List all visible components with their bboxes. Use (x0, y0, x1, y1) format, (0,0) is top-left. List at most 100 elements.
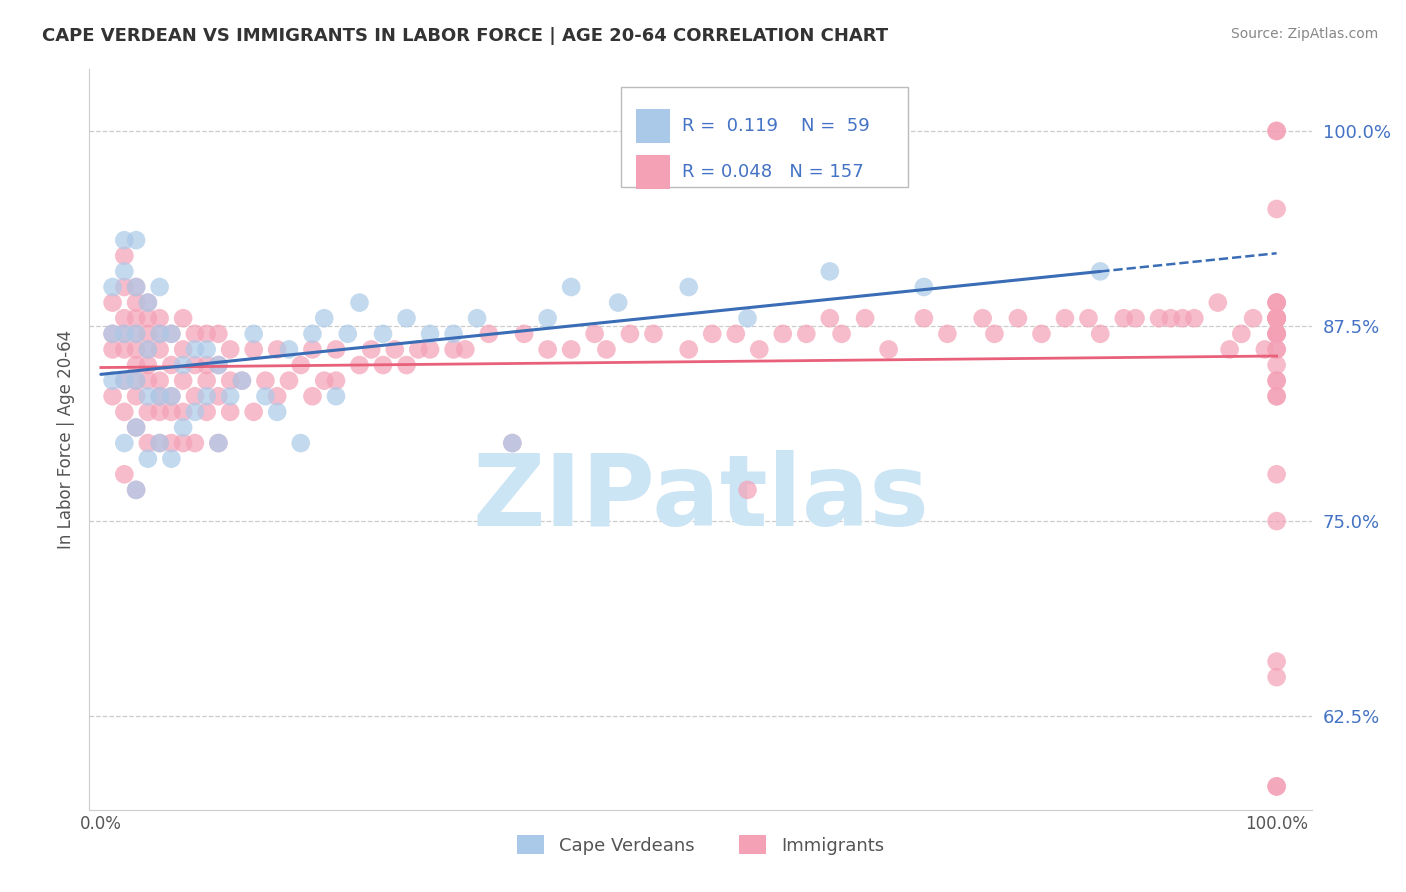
Point (454, 343, 477, 357)
Point (371, 358, 394, 372)
Point (936, 326, 959, 341)
Point (125, 326, 148, 341)
Point (619, 326, 641, 341)
Point (136, 343, 159, 357)
Point (125, 420, 148, 434)
Point (1112, 311, 1135, 326)
Point (160, 436, 183, 450)
Point (207, 358, 229, 372)
Point (1265, 655, 1288, 669)
Point (149, 343, 172, 357)
Point (125, 295, 148, 310)
Bar (636, 155, 669, 188)
Point (219, 374, 242, 388)
Point (219, 343, 242, 357)
Point (149, 436, 172, 450)
Point (278, 343, 301, 357)
Point (408, 343, 430, 357)
Point (160, 451, 183, 466)
Point (112, 311, 135, 326)
Point (349, 358, 371, 372)
Point (136, 436, 159, 450)
Point (1265, 358, 1288, 372)
Point (360, 343, 382, 357)
Point (172, 358, 194, 372)
Point (853, 311, 876, 326)
Point (101, 343, 124, 357)
Point (207, 326, 229, 341)
Point (125, 483, 148, 497)
Point (112, 467, 135, 482)
Point (501, 436, 523, 450)
Point (136, 311, 159, 326)
Point (266, 389, 288, 403)
Point (112, 436, 135, 450)
Point (266, 405, 288, 419)
Point (101, 295, 124, 310)
Point (242, 405, 264, 419)
Point (172, 374, 194, 388)
Point (560, 343, 582, 357)
Point (112, 374, 135, 388)
Point (912, 311, 935, 326)
Point (125, 326, 148, 341)
Point (172, 343, 194, 357)
Point (195, 343, 218, 357)
Point (314, 374, 336, 388)
Point (125, 374, 148, 388)
Point (149, 405, 172, 419)
Point (1254, 343, 1277, 357)
Point (160, 389, 183, 403)
Text: R = 0.048   N = 157: R = 0.048 N = 157 (682, 163, 863, 181)
Point (395, 358, 418, 372)
Point (419, 343, 441, 357)
Point (301, 389, 323, 403)
Point (101, 374, 124, 388)
Point (184, 436, 207, 450)
Point (301, 326, 323, 341)
Point (1265, 295, 1288, 310)
Point (1265, 389, 1288, 403)
Y-axis label: In Labor Force | Age 20-64: In Labor Force | Age 20-64 (58, 330, 75, 549)
Point (160, 326, 183, 341)
Point (112, 264, 135, 278)
Point (536, 311, 558, 326)
Point (724, 326, 747, 341)
Point (1265, 311, 1288, 326)
Point (772, 326, 794, 341)
Point (536, 343, 558, 357)
Point (125, 280, 148, 294)
Point (314, 311, 336, 326)
Point (1265, 343, 1288, 357)
Point (184, 405, 207, 419)
Point (184, 326, 207, 341)
Point (160, 326, 183, 341)
Point (1265, 311, 1288, 326)
Point (1265, 467, 1288, 482)
Point (207, 358, 229, 372)
Point (112, 326, 135, 341)
Point (501, 436, 523, 450)
Point (1265, 780, 1288, 794)
Point (136, 326, 159, 341)
Point (1090, 264, 1112, 278)
Text: CAPE VERDEAN VS IMMIGRANTS IN LABOR FORCE | AGE 20-64 CORRELATION CHART: CAPE VERDEAN VS IMMIGRANTS IN LABOR FORC… (42, 27, 889, 45)
Point (184, 343, 207, 357)
Point (254, 374, 277, 388)
Point (207, 436, 229, 450)
Text: ZIPatlas: ZIPatlas (472, 450, 929, 547)
Point (112, 280, 135, 294)
FancyBboxPatch shape (621, 87, 908, 187)
Point (184, 358, 207, 372)
Point (219, 389, 242, 403)
Text: R =  0.119    N =  59: R = 0.119 N = 59 (682, 117, 870, 135)
Point (1206, 295, 1229, 310)
Point (1031, 326, 1053, 341)
Point (101, 280, 124, 294)
Point (1265, 311, 1288, 326)
Point (1265, 311, 1288, 326)
Point (231, 374, 253, 388)
Point (1171, 311, 1194, 326)
Point (1265, 389, 1288, 403)
Point (112, 326, 135, 341)
